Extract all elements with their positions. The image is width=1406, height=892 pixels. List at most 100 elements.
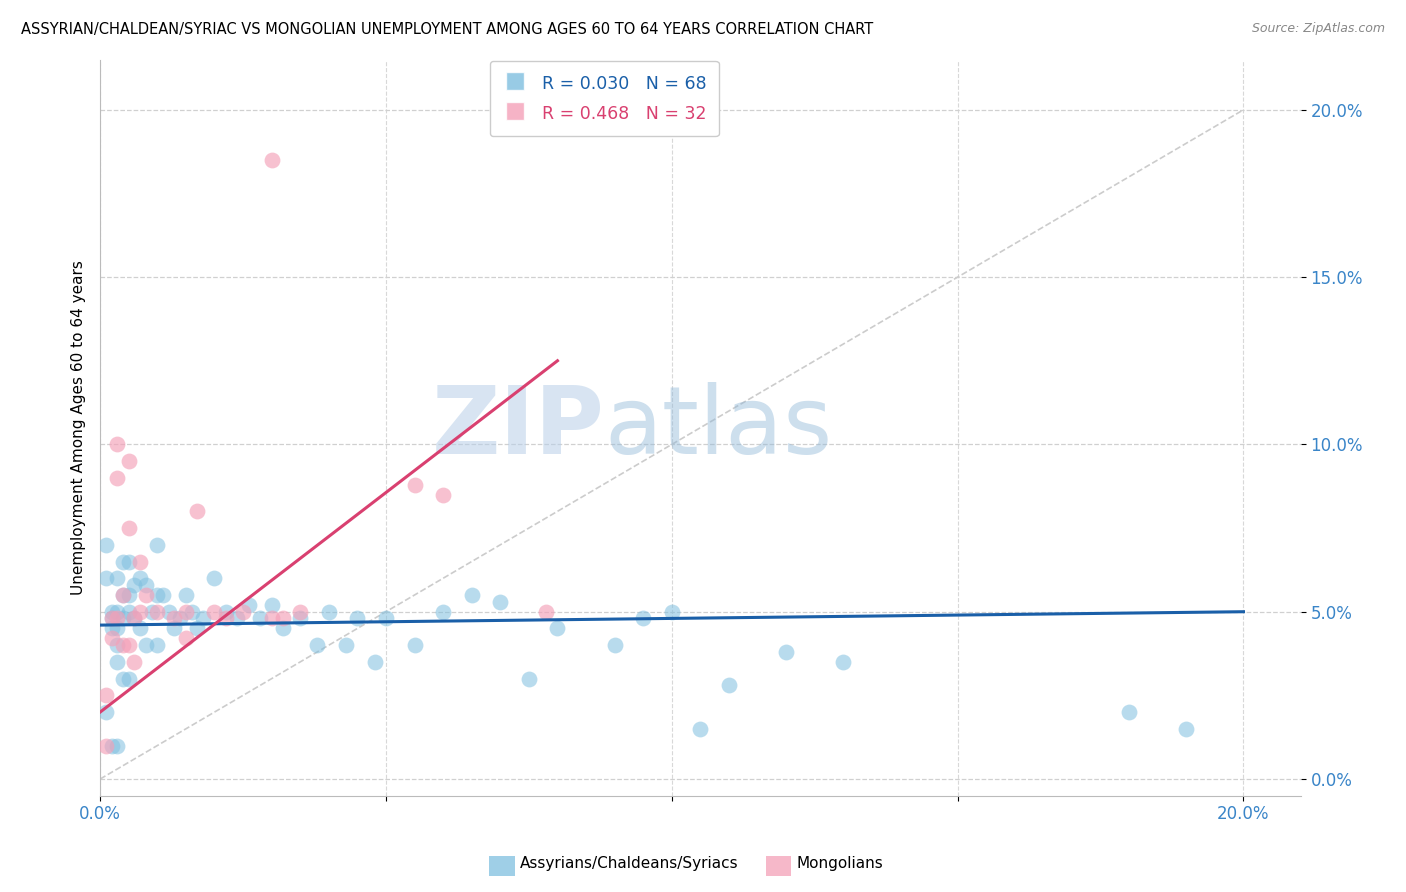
Point (307, 638, 329, 652)
Point (135, 588, 157, 602)
Point (215, 611, 238, 625)
Point (174, 588, 197, 602)
Point (631, 611, 654, 625)
Point (271, 622, 294, 636)
Point (124, 611, 146, 625)
Point (111, 588, 134, 602)
Point (146, 588, 169, 602)
Point (105, 611, 128, 625)
Point (118, 638, 141, 652)
Point (129, 622, 152, 636)
Point (432, 605, 454, 619)
Point (249, 611, 271, 625)
Point (163, 611, 186, 625)
Point (105, 739, 128, 753)
Point (180, 605, 202, 619)
Text: Source: ZipAtlas.com: Source: ZipAtlas.com (1251, 22, 1385, 36)
Point (100, 739, 122, 753)
Point (94, 538, 117, 552)
Point (100, 611, 122, 625)
Text: Mongolians: Mongolians (796, 856, 883, 871)
Point (260, 611, 283, 625)
Point (335, 638, 357, 652)
Point (363, 655, 385, 669)
Point (169, 611, 191, 625)
Point (94, 571, 117, 585)
Point (100, 605, 122, 619)
Point (146, 605, 169, 619)
Point (94, 689, 117, 703)
Point (129, 555, 152, 569)
Point (260, 153, 283, 167)
Point (124, 578, 146, 592)
Point (534, 605, 557, 619)
Point (717, 678, 740, 692)
Y-axis label: Unemployment Among Ages 60 to 64 years: Unemployment Among Ages 60 to 64 years (72, 260, 86, 595)
Point (832, 655, 855, 669)
Point (105, 571, 128, 585)
Point (232, 605, 254, 619)
Point (346, 611, 368, 625)
Text: ASSYRIAN/CHALDEAN/SYRIAC VS MONGOLIAN UNEMPLOYMENT AMONG AGES 60 TO 64 YEARS COR: ASSYRIAN/CHALDEAN/SYRIAC VS MONGOLIAN UN… (21, 22, 873, 37)
Point (404, 638, 426, 652)
Point (186, 504, 208, 518)
Point (105, 437, 128, 451)
Point (432, 487, 454, 501)
Point (94, 739, 117, 753)
Point (157, 605, 180, 619)
Point (603, 638, 626, 652)
Point (226, 611, 249, 625)
Text: Assyrians/Chaldeans/Syriacs: Assyrians/Chaldeans/Syriacs (520, 856, 740, 871)
Point (517, 672, 540, 686)
Point (111, 555, 134, 569)
Point (111, 611, 134, 625)
Point (152, 588, 174, 602)
Point (135, 638, 157, 652)
Point (290, 611, 312, 625)
Legend: R = 0.030   N = 68, R = 0.468   N = 32: R = 0.030 N = 68, R = 0.468 N = 32 (489, 61, 718, 136)
Point (94, 705, 117, 719)
Point (129, 605, 152, 619)
Point (689, 722, 711, 736)
Point (489, 595, 512, 609)
Point (146, 638, 169, 652)
Point (105, 655, 128, 669)
Point (141, 605, 163, 619)
Point (129, 571, 152, 585)
Point (118, 555, 141, 569)
Point (1118, 705, 1140, 719)
Point (163, 622, 186, 636)
Point (260, 598, 283, 612)
Point (186, 622, 208, 636)
Point (191, 611, 214, 625)
Point (174, 632, 197, 646)
Point (546, 622, 568, 636)
Point (661, 605, 683, 619)
Point (290, 605, 312, 619)
Point (135, 578, 157, 592)
Point (105, 605, 128, 619)
Point (111, 638, 134, 652)
Point (204, 605, 226, 619)
Point (118, 605, 141, 619)
Point (105, 622, 128, 636)
Text: atlas: atlas (605, 382, 832, 474)
Point (215, 605, 238, 619)
Point (174, 605, 197, 619)
Point (118, 588, 141, 602)
Point (118, 672, 141, 686)
Point (404, 477, 426, 491)
Point (124, 655, 146, 669)
Point (105, 638, 128, 652)
Point (124, 611, 146, 625)
Point (204, 571, 226, 585)
Point (111, 588, 134, 602)
Point (1175, 722, 1198, 736)
Point (118, 521, 141, 535)
Point (100, 632, 122, 646)
Point (100, 611, 122, 625)
Point (238, 598, 260, 612)
Point (105, 471, 128, 485)
Point (775, 645, 797, 659)
Point (271, 611, 294, 625)
